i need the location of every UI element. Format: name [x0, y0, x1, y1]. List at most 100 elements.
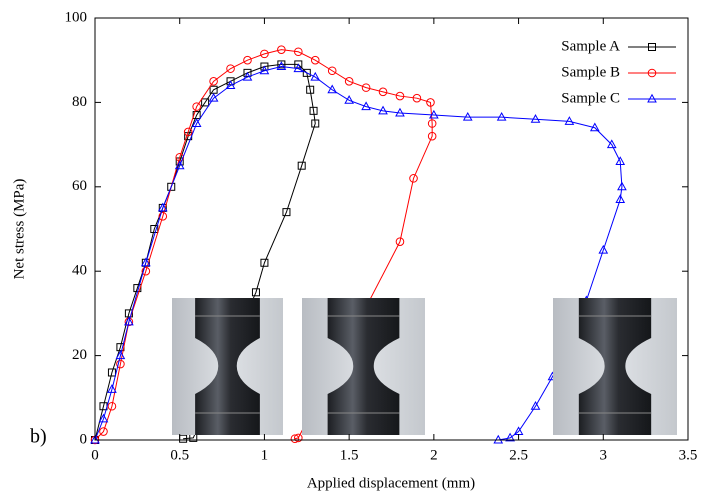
marker: [107, 401, 117, 411]
x-tick-label: 1: [261, 447, 269, 463]
marker: [297, 161, 306, 170]
marker: [293, 63, 304, 73]
marker: [183, 127, 193, 137]
marker: [302, 68, 311, 77]
marker: [150, 225, 159, 233]
marker: [260, 62, 269, 71]
legend-marker: [648, 43, 656, 51]
y-axis-label: Net stress (MPa): [11, 179, 27, 280]
marker: [395, 237, 405, 246]
x-tick-label: 3: [600, 447, 608, 463]
legend-label: Sample A: [561, 38, 620, 54]
marker: [306, 85, 315, 94]
marker: [226, 64, 235, 73]
marker: [115, 350, 126, 360]
legend-marker: [647, 93, 657, 103]
marker: [344, 77, 354, 86]
series-line: [94, 66, 623, 441]
marker: [615, 194, 626, 203]
marker: [361, 83, 371, 92]
marker: [412, 93, 422, 103]
marker: [462, 111, 473, 121]
x-tick-label: 0: [91, 447, 99, 463]
y-tick-label: 100: [65, 9, 88, 25]
marker: [107, 384, 117, 393]
marker: [124, 316, 134, 326]
series-line: [94, 63, 316, 441]
marker: [243, 55, 252, 65]
marker: [201, 98, 210, 107]
marker: [157, 202, 168, 212]
legend-label: Sample B: [561, 64, 620, 80]
marker: [493, 434, 504, 444]
marker: [282, 208, 291, 217]
x-tick-label: 2: [430, 447, 438, 463]
marker: [344, 95, 354, 104]
specimen-photos: [172, 298, 677, 435]
marker: [99, 427, 108, 436]
marker: [409, 174, 418, 183]
marker: [98, 413, 109, 423]
marker: [141, 266, 151, 276]
marker: [606, 139, 617, 149]
marker: [242, 71, 253, 81]
y-tick-label: 40: [72, 263, 87, 279]
marker: [378, 105, 388, 115]
marker: [294, 433, 303, 443]
marker: [243, 68, 252, 77]
marker: [158, 212, 168, 221]
marker: [277, 60, 286, 69]
marker: [426, 98, 435, 107]
x-axis-label: Applied displacement (mm): [307, 475, 475, 491]
marker: [311, 119, 320, 128]
y-tick-label: 80: [72, 94, 87, 110]
marker: [90, 434, 100, 444]
marker: [505, 432, 515, 442]
marker: [260, 258, 269, 267]
marker: [564, 116, 575, 125]
marker: [225, 80, 236, 90]
marker: [530, 114, 541, 123]
photo: [172, 298, 283, 435]
series-line: [94, 49, 433, 441]
marker: [361, 101, 371, 111]
marker: [276, 61, 287, 71]
marker: [209, 77, 218, 86]
marker: [617, 181, 627, 191]
x-tick-label: 2.5: [509, 447, 528, 463]
marker: [429, 109, 439, 119]
marker: [277, 45, 286, 54]
marker: [395, 91, 405, 101]
x-tick-label: 0.5: [170, 447, 189, 463]
marker: [395, 107, 405, 117]
marker: [427, 131, 437, 141]
y-tick-label: 60: [72, 178, 87, 194]
y-tick-label: 20: [72, 347, 87, 363]
marker: [294, 47, 303, 57]
marker: [327, 66, 337, 76]
marker: [294, 60, 303, 69]
photo: [302, 298, 425, 435]
marker: [496, 111, 507, 121]
marker: [615, 156, 626, 165]
marker: [290, 434, 300, 444]
y-tick-label: 0: [80, 431, 88, 447]
marker: [191, 118, 202, 127]
marker: [167, 182, 176, 191]
marker: [116, 359, 125, 369]
marker: [251, 288, 260, 297]
marker: [327, 84, 338, 94]
x-tick-label: 3.5: [679, 447, 698, 463]
marker: [140, 257, 151, 267]
marker: [192, 102, 201, 111]
plot-frame: [94, 17, 689, 441]
legend-label: Sample C: [561, 90, 620, 106]
marker: [310, 71, 321, 81]
marker: [598, 244, 609, 254]
marker: [174, 160, 185, 170]
marker: [378, 87, 388, 97]
marker: [530, 401, 541, 410]
marker: [208, 92, 219, 102]
x-tick-label: 1.5: [340, 447, 359, 463]
